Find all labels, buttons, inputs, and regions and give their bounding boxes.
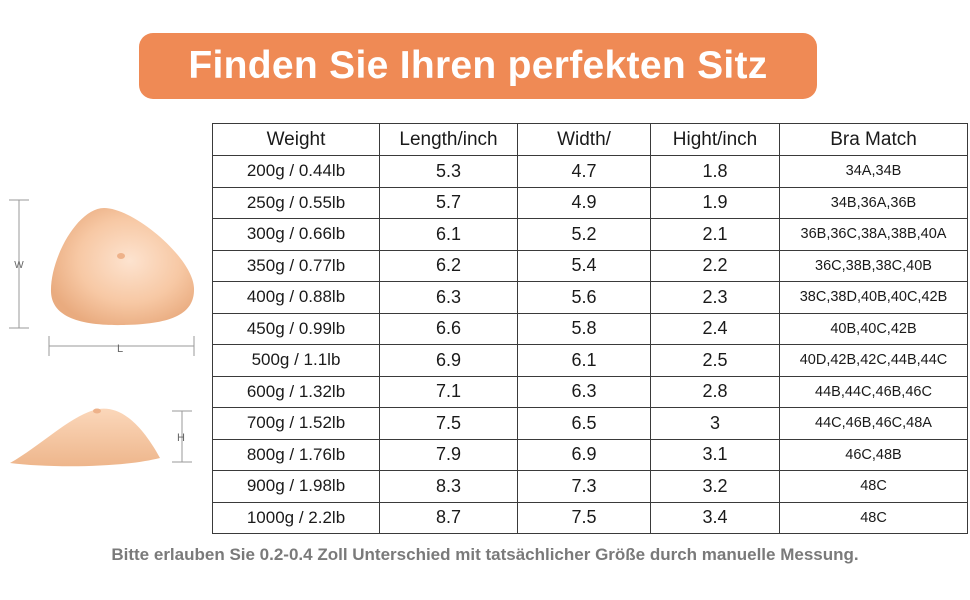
height-cell: 3.2 — [650, 470, 780, 503]
height-cell: 3.1 — [650, 438, 780, 471]
weight-cell: 200g / 0.44lb — [212, 155, 380, 188]
length-cell: 6.9 — [379, 344, 518, 377]
bra-match-cell: 46C,48B — [779, 438, 968, 471]
width-cell: 6.5 — [517, 407, 651, 440]
measurement-note: Bitte erlauben Sie 0.2-0.4 Zoll Untersch… — [111, 545, 859, 564]
table-row: 200g / 0.44lb 5.3 4.7 1.8 34A,34B — [212, 155, 968, 188]
nipple-side-icon — [93, 408, 101, 414]
table-row: 1000g / 2.2lb 8.7 7.5 3.4 48C — [212, 501, 968, 534]
weight-cell: 250g / 0.55lb — [212, 186, 380, 219]
width-cell: 4.7 — [517, 155, 651, 188]
header-bra-match: Bra Match — [779, 123, 968, 156]
height-cell: 2.1 — [650, 218, 780, 251]
header-weight: Weight — [212, 123, 380, 156]
header-width: Width/ — [517, 123, 651, 156]
weight-cell: 300g / 0.66lb — [212, 218, 380, 251]
bra-match-cell: 36C,38B,38C,40B — [779, 249, 968, 282]
height-cell: 3.4 — [650, 501, 780, 534]
bra-match-cell: 38C,38D,40B,40C,42B — [779, 281, 968, 314]
bra-match-cell: 48C — [779, 470, 968, 503]
weight-cell: 700g / 1.52lb — [212, 407, 380, 440]
height-cell: 1.8 — [650, 155, 780, 188]
width-cell: 5.6 — [517, 281, 651, 314]
width-cell: 5.4 — [517, 249, 651, 282]
table-row: 500g / 1.1lb 6.9 6.1 2.5 40D,42B,42C,44B,44C — [212, 344, 968, 377]
length-cell: 5.3 — [379, 155, 518, 188]
width-cell: 5.2 — [517, 218, 651, 251]
bra-match-cell: 34A,34B — [779, 155, 968, 188]
width-cell: 7.3 — [517, 470, 651, 503]
length-cell: 8.3 — [379, 470, 518, 503]
weight-cell: 900g / 1.98lb — [212, 470, 380, 503]
bra-match-cell: 44C,46B,46C,48A — [779, 407, 968, 440]
table-row: 900g / 1.98lb 8.3 7.3 3.2 48C — [212, 470, 968, 503]
table-row: 250g / 0.55lb 5.7 4.9 1.9 34B,36A,36B — [212, 186, 968, 219]
weight-cell: 600g / 1.32lb — [212, 375, 380, 408]
length-cell: 7.1 — [379, 375, 518, 408]
table-row: 800g / 1.76lb 7.9 6.9 3.1 46C,48B — [212, 438, 968, 471]
table-row: 300g / 0.66lb 6.1 5.2 2.1 36B,36C,38A,38B,40… — [212, 218, 968, 251]
length-cell: 6.6 — [379, 312, 518, 345]
height-cell: 2.8 — [650, 375, 780, 408]
weight-cell: 800g / 1.76lb — [212, 438, 380, 471]
bra-match-cell: 40D,42B,42C,44B,44C — [779, 344, 968, 377]
height-cell: 2.5 — [650, 344, 780, 377]
length-cell: 7.5 — [379, 407, 518, 440]
bra-match-cell: 44B,44C,46B,46C — [779, 375, 968, 408]
width-label: W — [14, 260, 24, 271]
length-cell: 6.1 — [379, 218, 518, 251]
height-cell: 2.2 — [650, 249, 780, 282]
bra-match-cell: 48C — [779, 501, 968, 534]
height-cell: 1.9 — [650, 186, 780, 219]
page-title: Finden Sie Ihren perfekten Sitz — [188, 44, 768, 87]
length-cell: 7.9 — [379, 438, 518, 471]
size-table: Weight Length/inch Width/ Hight/inch Bra… — [212, 123, 968, 534]
form-top-view — [50, 208, 195, 326]
header-height: Hight/inch — [650, 123, 780, 156]
weight-cell: 400g / 0.88lb — [212, 281, 380, 314]
bra-match-cell: 36B,36C,38A,38B,40A — [779, 218, 968, 251]
table-row: 700g / 1.52lb 7.5 6.5 3 44C,46B,46C,48A — [212, 407, 968, 440]
weight-cell: 1000g / 2.2lb — [212, 501, 380, 534]
bra-match-cell: 40B,40C,42B — [779, 312, 968, 345]
height-label: H — [177, 432, 185, 444]
weight-cell: 450g / 0.99lb — [212, 312, 380, 345]
height-cell: 2.3 — [650, 281, 780, 314]
bra-match-cell: 34B,36A,36B — [779, 186, 968, 219]
weight-cell: 500g / 1.1lb — [212, 344, 380, 377]
length-cell: 5.7 — [379, 186, 518, 219]
width-cell: 7.5 — [517, 501, 651, 534]
height-cell: 3 — [650, 407, 780, 440]
table-row: 400g / 0.88lb 6.3 5.6 2.3 38C,38D,40B,40C,42… — [212, 281, 968, 314]
height-dimension: H — [172, 410, 192, 463]
length-dimension: L — [48, 336, 195, 356]
product-diagram: W L H — [9, 199, 195, 467]
length-cell: 8.7 — [379, 501, 518, 534]
table-header-row: Weight Length/inch Width/ Hight/inch Bra… — [212, 123, 968, 156]
table-row: 600g / 1.32lb 7.1 6.3 2.8 44B,44C,46B,46C — [212, 375, 968, 408]
header-length: Length/inch — [379, 123, 518, 156]
length-cell: 6.2 — [379, 249, 518, 282]
width-cell: 5.8 — [517, 312, 651, 345]
table-row: 450g / 0.99lb 6.6 5.8 2.4 40B,40C,42B — [212, 312, 968, 345]
form-side-view — [10, 408, 160, 467]
length-cell: 6.3 — [379, 281, 518, 314]
width-cell: 4.9 — [517, 186, 651, 219]
title-banner: Finden Sie Ihren perfekten Sitz — [139, 33, 817, 99]
nipple-icon — [117, 253, 125, 259]
width-cell: 6.3 — [517, 375, 651, 408]
width-cell: 6.9 — [517, 438, 651, 471]
weight-cell: 350g / 0.77lb — [212, 249, 380, 282]
width-dimension: W — [9, 199, 29, 329]
length-label: L — [117, 343, 123, 355]
table-row: 350g / 0.77lb 6.2 5.4 2.2 36C,38B,38C,40B — [212, 249, 968, 282]
height-cell: 2.4 — [650, 312, 780, 345]
width-cell: 6.1 — [517, 344, 651, 377]
